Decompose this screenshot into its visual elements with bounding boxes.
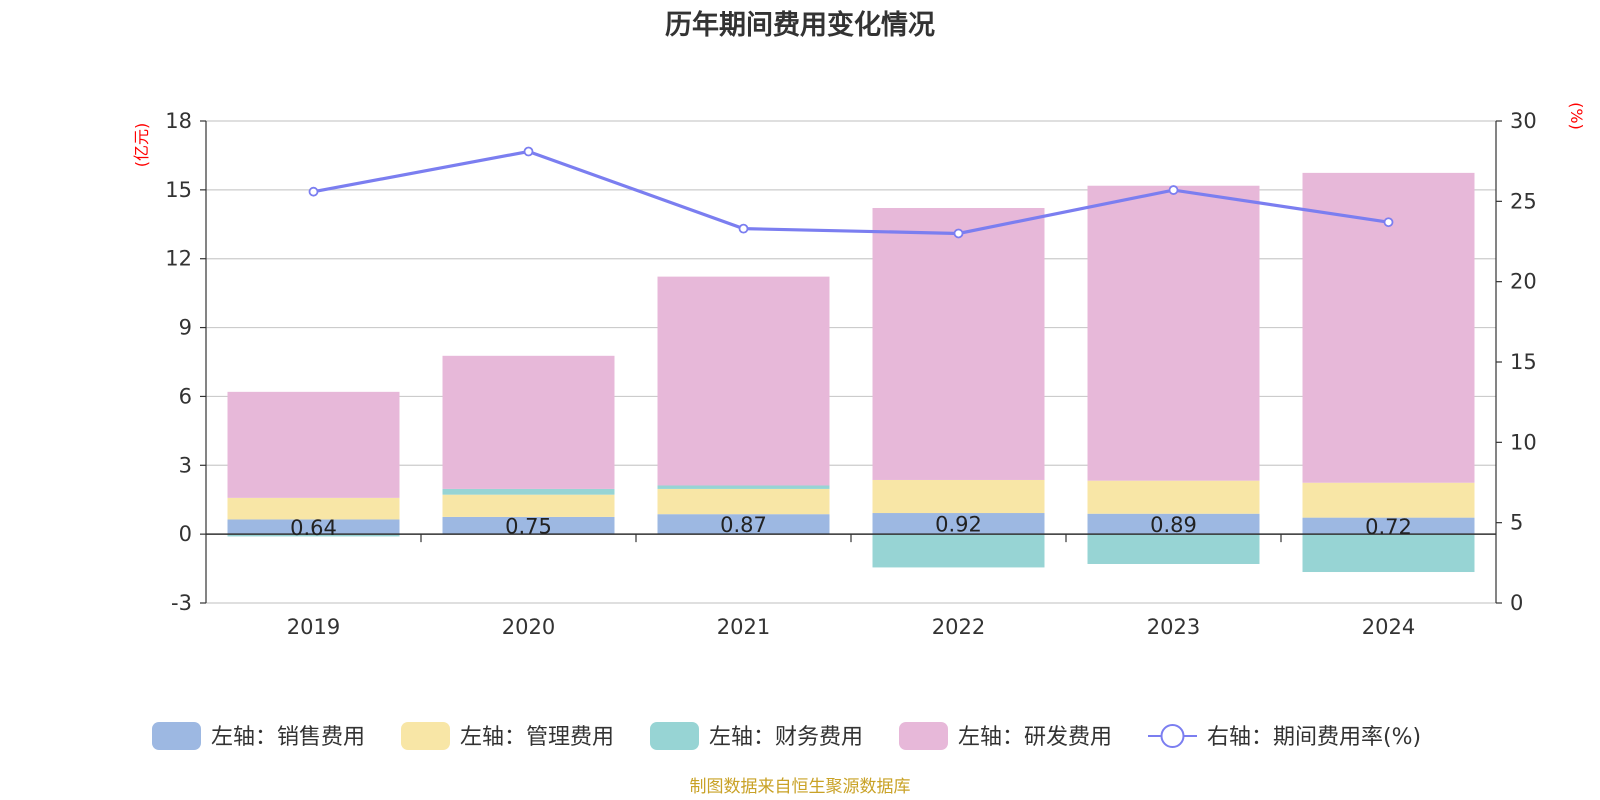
- right-axis-tick-label: 30: [1510, 109, 1537, 133]
- left-axis-tick-label: 15: [165, 178, 192, 202]
- left-axis-tick-label: 12: [165, 247, 192, 271]
- bar-左轴：管理费用: [227, 497, 400, 520]
- bar-左轴：销售费用: [657, 514, 830, 535]
- legend-swatch: [152, 722, 201, 750]
- bar-左轴：管理费用: [1302, 482, 1475, 518]
- line-series: [313, 149, 1389, 236]
- data-label: 0.87: [720, 513, 767, 537]
- line-point: [738, 223, 749, 234]
- left-axis-tick-label: 18: [165, 109, 192, 133]
- legend-label: 左轴：管理费用: [460, 725, 614, 750]
- bar-左轴：研发费用: [227, 391, 400, 498]
- bar-左轴：研发费用: [657, 276, 830, 486]
- bar-左轴：管理费用: [442, 494, 615, 517]
- right-axis-unit: (%): [1567, 102, 1586, 130]
- chart-title: 历年期间费用变化情况: [665, 9, 935, 41]
- right-axis-tick-label: 25: [1510, 189, 1537, 213]
- right-axis-tick-label: 5: [1510, 511, 1523, 535]
- x-axis-tick-label: 2020: [502, 615, 555, 639]
- left-axis-tick-label: 3: [179, 453, 192, 477]
- legend-swatch: [650, 722, 699, 750]
- legend-label: 左轴：销售费用: [211, 725, 365, 750]
- bar-左轴：财务费用: [227, 534, 400, 537]
- legend-label: 左轴：财务费用: [709, 725, 863, 750]
- left-axis-tick-label: 6: [179, 384, 192, 408]
- bar-左轴：研发费用: [1087, 185, 1260, 481]
- bar-左轴：财务费用: [657, 485, 830, 489]
- data-label: 0.92: [935, 513, 982, 537]
- line-layer: [308, 146, 1394, 239]
- legend-marker: [1160, 724, 1185, 748]
- legend-label: 右轴：期间费用率(%): [1207, 725, 1421, 750]
- bar-左轴：销售费用: [872, 513, 1045, 535]
- bar-左轴：研发费用: [442, 355, 615, 489]
- bar-左轴：管理费用: [1087, 480, 1260, 514]
- right-axis-tick-label: 0: [1510, 591, 1523, 615]
- bar-左轴：研发费用: [872, 207, 1045, 480]
- bars-layer: [227, 172, 1475, 573]
- labels-layer: 0.64 0.75 0.87 0.92 0.89 0.72: [290, 513, 1412, 540]
- left-axis-tick-label: 0: [179, 522, 192, 546]
- bar-左轴：管理费用: [872, 479, 1045, 514]
- data-label: 0.64: [290, 516, 337, 540]
- line-point: [953, 228, 964, 239]
- left-axis-tick-label: 9: [179, 316, 192, 340]
- right-axis-tick-label: 20: [1510, 270, 1537, 294]
- line-point: [308, 186, 319, 197]
- x-axis-tick-label: 2019: [287, 615, 340, 639]
- source-note: 制图数据来自恒生聚源数据库: [690, 777, 911, 797]
- legend: 左轴：销售费用 左轴：管理费用 左轴：财务费用 左轴：研发费用 右轴：期间费用率(%): [152, 722, 1421, 750]
- data-label: 0.75: [505, 515, 552, 539]
- bar-左轴：财务费用: [872, 534, 1045, 568]
- bar-左轴：销售费用: [442, 516, 615, 535]
- left-axis-tick-label: -3: [171, 591, 192, 615]
- right-axis-tick-label: 15: [1510, 350, 1537, 374]
- x-axis-tick-label: 2022: [932, 615, 985, 639]
- legend-swatch: [899, 722, 948, 750]
- bar-左轴：管理费用: [657, 488, 830, 515]
- right-axis-tick-label: 10: [1510, 430, 1537, 454]
- bar-左轴：销售费用: [227, 519, 400, 535]
- bar-左轴：销售费用: [1087, 513, 1260, 535]
- line-point: [1383, 217, 1394, 228]
- bar-左轴：财务费用: [1302, 534, 1475, 573]
- left-axis-unit: (亿元): [132, 123, 151, 168]
- legend-label: 左轴：研发费用: [958, 725, 1112, 750]
- line-point: [523, 146, 534, 157]
- x-axis-tick-label: 2021: [717, 615, 770, 639]
- bar-左轴：销售费用: [1302, 517, 1475, 535]
- data-label: 0.72: [1365, 515, 1412, 539]
- line-point: [1168, 185, 1179, 195]
- x-axis-tick-label: 2023: [1147, 615, 1200, 639]
- data-label: 0.89: [1150, 513, 1197, 537]
- legend-swatch: [401, 722, 450, 750]
- bar-左轴：财务费用: [442, 488, 615, 495]
- bar-左轴：财务费用: [1087, 534, 1260, 564]
- x-axis-tick-label: 2024: [1362, 615, 1415, 639]
